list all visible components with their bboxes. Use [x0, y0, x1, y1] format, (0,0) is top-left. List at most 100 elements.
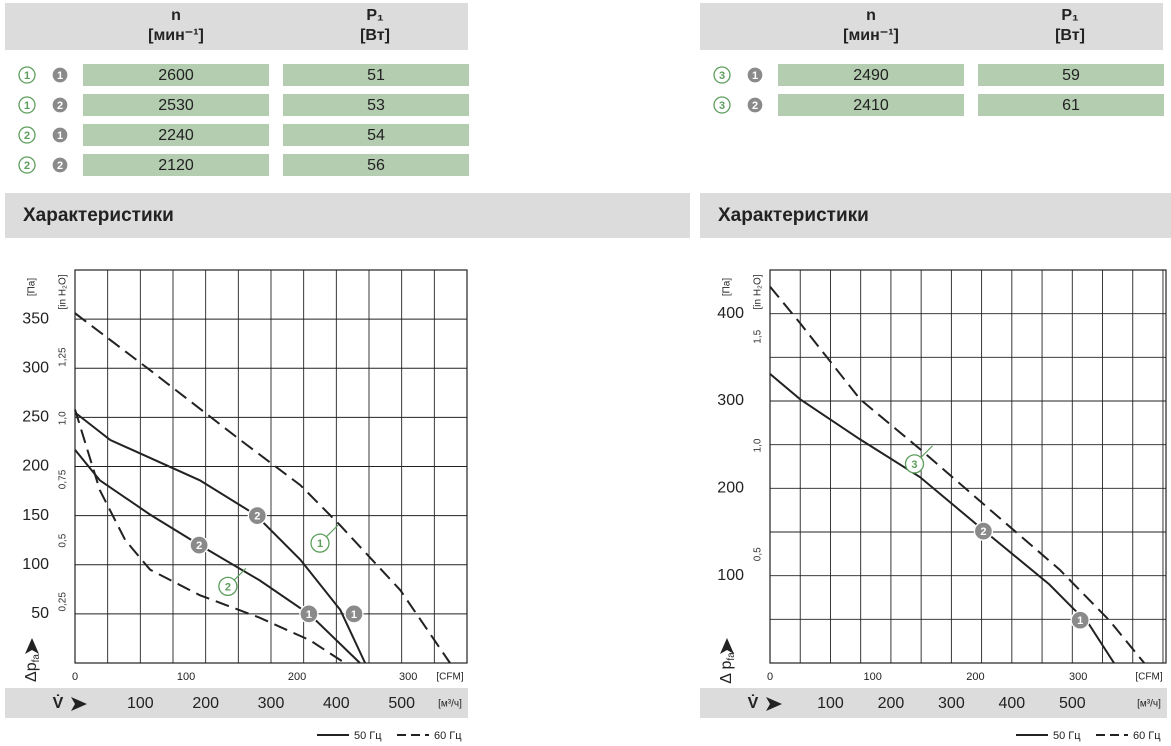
column-symbol: P₁ [366, 7, 384, 24]
filled-marker: 1 [299, 604, 319, 624]
outline-marker: 3 [904, 454, 925, 474]
marker-circle [1070, 610, 1090, 630]
y2-tick-label: 0,25 [58, 592, 69, 612]
y-unit: [Па] [722, 278, 733, 297]
table-cell [83, 124, 269, 146]
x2-tick-label: 0 [72, 671, 78, 683]
x2-unit: [CFM] [1135, 672, 1162, 683]
y2-tick-label: 0,5 [753, 547, 764, 561]
x-tick-label: 400 [323, 695, 350, 712]
y-arrow [25, 638, 39, 654]
x2-tick-label: 300 [399, 671, 417, 683]
marker-label: 3 [719, 100, 725, 112]
filled-marker: 2 [189, 535, 209, 555]
x-tick-label: 100 [127, 695, 154, 712]
x-tick-label: 200 [192, 695, 219, 712]
x-tick-label: 500 [1059, 695, 1086, 712]
marker-circle [18, 156, 36, 174]
power-value: 51 [367, 67, 385, 84]
x-tick-label: 300 [938, 695, 965, 712]
filled-marker: 1 [344, 604, 364, 624]
x2-tick-label: 100 [864, 671, 882, 683]
y-tick-label: 400 [717, 305, 744, 322]
table-cell [83, 64, 269, 86]
speed-value: 2530 [158, 97, 194, 114]
x-tick-label: 100 [817, 695, 844, 712]
filled-marker: 1 [1070, 610, 1090, 630]
y-tick-label: 350 [22, 310, 49, 327]
marker-label: 2 [57, 160, 63, 172]
marker-circle [18, 66, 36, 84]
marker-circle [344, 604, 364, 624]
marker-circle [713, 96, 731, 114]
marker-label: 1 [24, 100, 30, 112]
legend-label: 60 Гц [1133, 730, 1161, 742]
y-unit: [Па] [27, 278, 38, 297]
column-symbol: n [171, 7, 181, 24]
table-header [5, 3, 468, 50]
marker-label: 2 [196, 540, 202, 552]
marker-circle [189, 535, 209, 555]
y2-tick-label: 1,0 [753, 438, 764, 452]
section-band [700, 193, 1171, 238]
y2-tick-label: 1,25 [58, 347, 69, 367]
x-unit: [м³/ч] [1137, 699, 1161, 710]
y2-tick-label: 0,75 [58, 469, 69, 489]
x-label: V̇ [748, 694, 759, 712]
x2-tick-label: 200 [288, 671, 306, 683]
column-unit: [Вт] [360, 27, 390, 44]
outline-marker: 1 [18, 66, 36, 84]
x-tick-label: 500 [388, 695, 415, 712]
table-cell [283, 94, 469, 116]
marker-circle [713, 66, 731, 84]
power-value: 61 [1062, 97, 1080, 114]
section-title: Характеристики [23, 205, 174, 226]
table-cell [778, 64, 964, 86]
marker-circle [973, 521, 994, 541]
y2-tick-label: 1,5 [753, 329, 764, 343]
y-tick-label: 200 [22, 458, 49, 475]
table-cell [283, 124, 469, 146]
y-label-main: Δ p [718, 661, 735, 684]
y-label: Δ pfa [718, 652, 736, 684]
curve [769, 285, 1145, 664]
speed-value: 2240 [158, 127, 194, 144]
outline-marker: 1 [310, 533, 330, 553]
filled-marker: 2 [746, 96, 764, 114]
y2-unit: [in H₂O] [58, 274, 69, 309]
x-tick-label: 200 [878, 695, 905, 712]
y-tick-label: 100 [22, 556, 49, 573]
marker-label: 1 [57, 70, 63, 82]
marker-circle [904, 454, 925, 474]
marker-circle [218, 576, 238, 597]
column-unit: [Вт] [1055, 27, 1085, 44]
marker-label: 1 [306, 609, 312, 621]
y-tick-label: 300 [717, 392, 744, 409]
filled-marker: 2 [247, 505, 267, 526]
marker-label: 3 [911, 459, 917, 471]
x-arrow [71, 697, 87, 711]
section-title: Характеристики [718, 205, 869, 226]
marker-label: 1 [351, 609, 357, 621]
marker-label: 2 [225, 581, 231, 593]
table-cell [778, 94, 964, 116]
x2-tick-label: 200 [966, 671, 984, 683]
marker-circle [299, 604, 319, 624]
curve [74, 409, 346, 664]
x2-tick-label: 100 [177, 671, 195, 683]
marker-circle [310, 533, 330, 553]
y-arrow [720, 638, 734, 654]
marker-label: 1 [57, 130, 63, 142]
y-label-sub: fa [726, 652, 737, 661]
marker-label: 1 [24, 70, 30, 82]
x-label: V̇ [53, 694, 64, 712]
marker-label: 2 [752, 100, 758, 112]
marker-label: 2 [24, 160, 30, 172]
marker-circle [51, 126, 69, 144]
marker-circle [18, 126, 36, 144]
leader-line [325, 524, 339, 538]
marker-label: 2 [254, 511, 260, 523]
y-tick-label: 300 [22, 359, 49, 376]
outline-marker: 3 [713, 66, 731, 84]
